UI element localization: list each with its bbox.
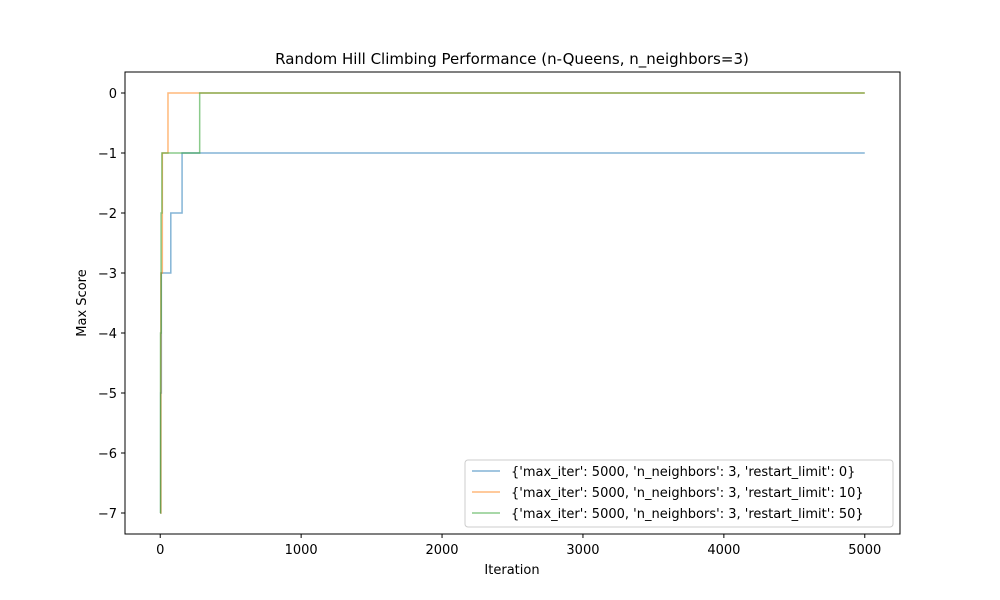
y-tick-label: −5 (98, 387, 117, 402)
legend: {'max_iter': 5000, 'n_neighbors': 3, 're… (464, 459, 894, 528)
y-tick-label: −1 (98, 147, 117, 162)
x-tick-label: 3000 (566, 543, 599, 558)
chart-title: Random Hill Climbing Performance (n-Quee… (275, 50, 749, 69)
y-tick-label: −6 (98, 447, 117, 462)
series-layer (159, 92, 865, 514)
series-line-2 (159, 92, 865, 514)
x-axis-ticks: 0 1000 2000 3000 4000 5000 (156, 534, 881, 558)
y-axis-title: Max Score (75, 269, 90, 336)
x-tick-label: 1000 (285, 543, 318, 558)
y-tick-label: −4 (98, 327, 117, 342)
legend-label-1: {'max_iter': 5000, 'n_neighbors': 3, 're… (511, 486, 864, 501)
legend-frame (464, 459, 894, 528)
legend-label-0: {'max_iter': 5000, 'n_neighbors': 3, 're… (511, 465, 855, 480)
y-tick-label: 0 (109, 87, 117, 102)
x-tick-label: 2000 (425, 543, 458, 558)
x-tick-label: 0 (156, 543, 164, 558)
y-axis-ticks: 0 −1 −2 −3 −4 −5 −6 −7 (98, 87, 125, 522)
series-line-1 (160, 92, 865, 514)
x-tick-label: 5000 (848, 543, 881, 558)
x-tick-label: 4000 (707, 543, 740, 558)
x-axis-title: Iteration (484, 563, 539, 578)
legend-label-2: {'max_iter': 5000, 'n_neighbors': 3, 're… (511, 507, 864, 522)
y-tick-label: −7 (98, 507, 117, 522)
y-tick-label: −2 (98, 207, 117, 222)
series-line-0 (159, 152, 865, 514)
plot-area-frame (124, 71, 901, 535)
y-tick-label: −3 (98, 267, 117, 282)
